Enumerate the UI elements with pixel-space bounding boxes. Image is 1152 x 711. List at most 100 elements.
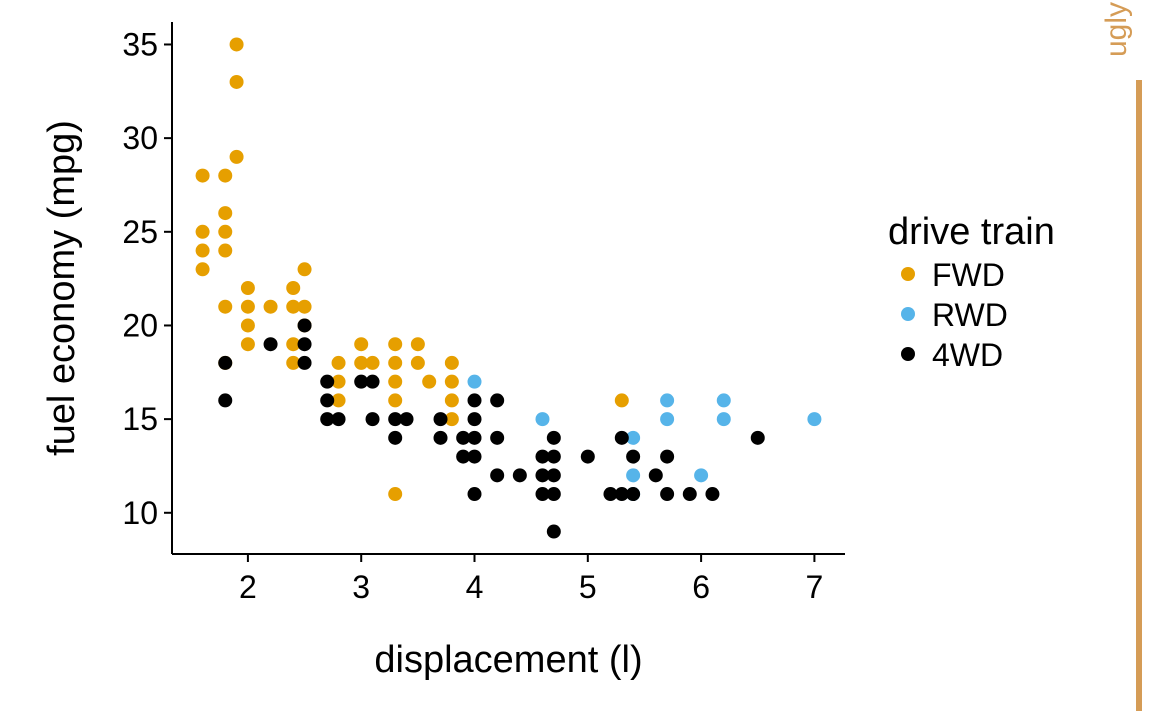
point-fwd: [195, 168, 210, 183]
point-fwd: [240, 337, 255, 352]
point-fwd: [410, 355, 425, 370]
point-rwd: [716, 393, 731, 408]
point-4wd: [546, 430, 561, 445]
point-4wd: [705, 487, 720, 502]
point-fwd: [229, 149, 244, 164]
point-fwd: [388, 393, 403, 408]
legend-title: drive train: [888, 211, 1055, 253]
point-fwd: [354, 355, 369, 370]
y-tick-label: 15: [122, 401, 158, 437]
point-fwd: [286, 281, 301, 295]
point-fwd: [444, 412, 459, 427]
points-layer: [195, 37, 822, 539]
point-fwd: [229, 37, 244, 52]
point-fwd: [240, 281, 255, 295]
point-rwd: [535, 412, 550, 427]
point-fwd: [218, 206, 233, 221]
point-rwd: [660, 393, 675, 408]
point-4wd: [365, 412, 380, 427]
point-fwd: [218, 168, 233, 183]
point-4wd: [433, 412, 448, 427]
point-4wd: [626, 449, 641, 464]
point-4wd: [433, 430, 448, 445]
point-4wd: [456, 430, 471, 445]
point-fwd: [218, 224, 233, 239]
point-rwd: [716, 412, 731, 427]
point-fwd: [444, 374, 459, 389]
point-4wd: [456, 449, 471, 464]
point-rwd: [626, 430, 641, 445]
point-fwd: [195, 224, 210, 239]
point-fwd: [444, 355, 459, 370]
point-4wd: [331, 412, 346, 427]
point-fwd: [195, 243, 210, 258]
point-4wd: [297, 355, 312, 370]
point-fwd: [365, 355, 380, 370]
legend-key-fwd: [901, 267, 915, 281]
point-fwd: [218, 299, 233, 314]
point-fwd: [218, 243, 233, 258]
y-tick-label: 30: [122, 120, 158, 156]
point-4wd: [546, 487, 561, 502]
point-4wd: [546, 449, 561, 464]
point-4wd: [467, 430, 482, 445]
point-4wd: [388, 412, 403, 427]
y-tick-label: 25: [122, 214, 158, 250]
point-fwd: [410, 337, 425, 352]
point-fwd: [297, 262, 312, 277]
point-4wd: [365, 374, 380, 389]
point-4wd: [682, 487, 697, 502]
point-4wd: [535, 468, 550, 483]
point-4wd: [320, 393, 335, 408]
point-4wd: [218, 393, 233, 408]
point-4wd: [750, 430, 765, 445]
point-4wd: [546, 468, 561, 483]
x-axis-title: displacement (l): [374, 639, 642, 681]
point-rwd: [807, 412, 822, 427]
point-4wd: [580, 449, 595, 464]
point-4wd: [297, 337, 312, 352]
point-4wd: [388, 430, 403, 445]
point-rwd: [694, 468, 709, 483]
point-fwd: [263, 299, 278, 314]
point-4wd: [467, 487, 482, 502]
point-4wd: [648, 468, 663, 483]
x-tick-label: 6: [692, 569, 710, 605]
point-fwd: [388, 374, 403, 389]
point-4wd: [490, 468, 505, 483]
point-4wd: [660, 487, 675, 502]
point-4wd: [467, 449, 482, 464]
point-4wd: [467, 412, 482, 427]
y-tick-label: 35: [122, 26, 158, 62]
point-4wd: [546, 524, 561, 539]
point-fwd: [286, 355, 301, 370]
x-tick-label: 4: [466, 569, 484, 605]
point-fwd: [331, 393, 346, 408]
point-4wd: [297, 318, 312, 333]
legend-label-fwd: FWD: [932, 257, 1005, 293]
x-tick-label: 7: [806, 569, 824, 605]
legend-label-4wd: 4WD: [932, 337, 1003, 373]
point-4wd: [535, 487, 550, 502]
point-4wd: [603, 487, 618, 502]
legend: drive train FWD RWD 4WD: [888, 211, 1055, 373]
point-4wd: [614, 430, 629, 445]
point-fwd: [240, 318, 255, 333]
axes-layer: 2 3 4 5 6 7 10 15 20 25 30 35: [122, 22, 845, 605]
point-4wd: [512, 468, 527, 483]
point-4wd: [399, 412, 414, 427]
point-fwd: [195, 262, 210, 277]
point-fwd: [286, 299, 301, 314]
legend-key-4wd: [901, 347, 915, 361]
point-4wd: [660, 449, 675, 464]
point-fwd: [444, 393, 459, 408]
point-fwd: [331, 374, 346, 389]
point-fwd: [388, 487, 403, 502]
side-label: ugly: [1100, 2, 1133, 57]
point-rwd: [660, 412, 675, 427]
point-rwd: [467, 374, 482, 389]
point-4wd: [467, 393, 482, 408]
point-4wd: [535, 449, 550, 464]
y-axis-title: fuel economy (mpg): [41, 120, 83, 456]
